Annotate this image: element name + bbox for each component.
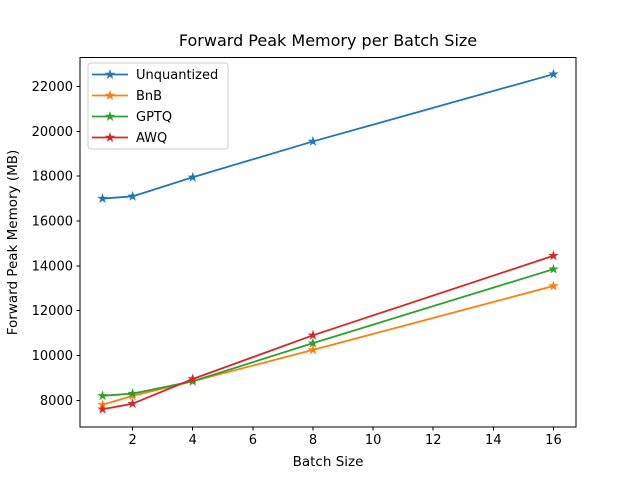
data-point-gptq (127, 388, 138, 399)
x-tick-label: 2 (128, 433, 136, 448)
x-tick-label: 16 (545, 433, 562, 448)
data-point-awq (187, 373, 198, 384)
data-point-unquantized (127, 190, 138, 201)
chart-title: Forward Peak Memory per Batch Size (179, 31, 477, 50)
legend-item: GPTQ (92, 110, 172, 125)
data-point-bnb (307, 344, 319, 355)
data-point-awq (307, 329, 319, 340)
legend-item: Unquantized (92, 68, 218, 83)
x-tick-label: 6 (249, 433, 257, 448)
legend-item: AWQ (92, 131, 167, 146)
data-point-unquantized (548, 68, 559, 79)
x-axis-label: Batch Size (293, 454, 364, 470)
x-tick-label: 12 (425, 433, 442, 448)
legend-label: Unquantized (136, 68, 218, 83)
legend-box (87, 62, 229, 150)
series-line-bnb (102, 285, 554, 406)
y-tick-label: 8000 (40, 394, 73, 409)
y-tick-label: 14000 (32, 259, 73, 274)
data-point-unquantized (307, 135, 319, 146)
data-point-unquantized (97, 193, 108, 204)
axes-frame (79, 57, 577, 428)
y-tick-label: 16000 (32, 214, 73, 229)
legend-label: AWQ (136, 131, 167, 146)
legend-marker-star-icon (104, 111, 116, 121)
series-line-gptq (102, 268, 554, 397)
x-tick-label: 14 (485, 433, 502, 448)
y-tick-label: 20000 (32, 125, 73, 140)
data-point-awq (127, 398, 138, 409)
legend-label: GPTQ (136, 110, 172, 125)
x-tick-label: 10 (365, 433, 382, 448)
x-tick-label: 4 (189, 433, 197, 448)
y-tick-label: 22000 (32, 80, 73, 95)
legend-item: BnB (92, 89, 162, 104)
legend-marker-star-icon (104, 132, 116, 142)
data-point-gptq (548, 263, 559, 274)
data-point-gptq (97, 390, 108, 401)
y-tick-label: 12000 (32, 304, 73, 319)
data-point-awq (548, 250, 559, 261)
plot-area: 2 4 6 8 10 12 14 16 8000 10000 12000 14000 16000 1800… (32, 57, 577, 448)
legend-marker-star-icon (104, 69, 116, 79)
legend: Unquantized BnB GPTQ AWQ (87, 62, 229, 150)
data-point-awq (97, 403, 108, 414)
y-axis-label: Forward Peak Memory (MB) (5, 150, 21, 336)
y-tick-label: 10000 (32, 349, 73, 364)
data-point-unquantized (187, 171, 198, 182)
data-point-gptq (307, 337, 319, 348)
legend-label: BnB (136, 89, 162, 104)
data-point-bnb (548, 280, 559, 291)
x-tick-label: 8 (309, 433, 317, 448)
y-tick-label: 18000 (32, 170, 73, 185)
legend-marker-star-icon (104, 90, 116, 100)
